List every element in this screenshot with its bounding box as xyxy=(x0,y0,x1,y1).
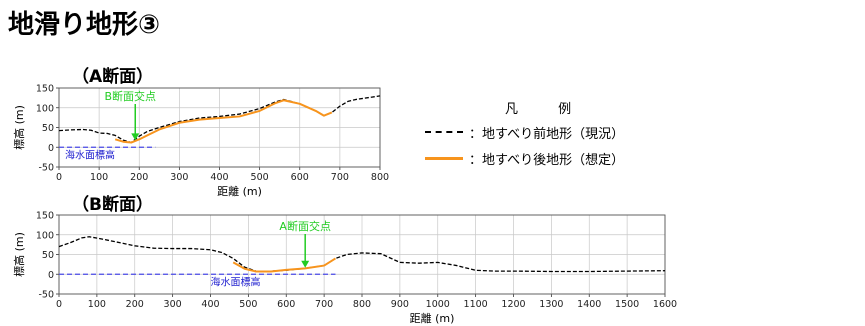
sea-level-label: 海水面標高 xyxy=(65,148,115,161)
x-tick-label: 700 xyxy=(331,172,349,183)
x-tick-label: 600 xyxy=(291,172,309,183)
x-tick-label: 1500 xyxy=(615,299,639,310)
x-tick-label: 1100 xyxy=(464,299,488,310)
x-tick-label: 500 xyxy=(239,299,257,310)
intersection-label: B断面交点 xyxy=(104,89,156,103)
x-tick-label: 800 xyxy=(371,172,389,183)
series-line-0 xyxy=(58,95,381,144)
x-tick-label: 100 xyxy=(88,299,106,310)
x-tick-label: 300 xyxy=(164,299,182,310)
x-tick-label: 1200 xyxy=(501,299,525,310)
page-title: 地滑り地形③ xyxy=(8,10,161,40)
x-axis-label: 距離 (m) xyxy=(410,311,455,325)
legend-swatch-after xyxy=(425,156,463,160)
x-tick-label: 400 xyxy=(201,299,219,310)
x-tick-label: 200 xyxy=(126,299,144,310)
sea-level-label: 海水面標高 xyxy=(211,275,261,288)
x-tick-label: 1600 xyxy=(653,299,677,310)
x-axis-label: 距離 (m) xyxy=(217,184,262,198)
y-tick-label: 50 xyxy=(42,123,54,134)
intersection-label: A断面交点 xyxy=(279,219,331,233)
y-tick-label: 0 xyxy=(48,143,54,154)
x-tick-label: 100 xyxy=(90,172,108,183)
x-tick-label: 1400 xyxy=(577,299,601,310)
y-tick-label: -50 xyxy=(38,163,54,174)
x-tick-label: 0 xyxy=(56,172,62,183)
y-tick-label: 150 xyxy=(36,84,54,95)
x-tick-label: 200 xyxy=(130,172,148,183)
y-tick-label: 100 xyxy=(36,103,54,114)
legend-label-after: ：地すべり後地形（想定） xyxy=(469,152,625,168)
x-tick-label: 800 xyxy=(353,299,371,310)
series-line-1 xyxy=(232,257,337,273)
x-tick-label: 700 xyxy=(315,299,333,310)
legend-item-before: ：地すべり前地形（現況） xyxy=(425,122,624,142)
y-tick-label: -50 xyxy=(38,290,54,301)
y-axis-label: 標高 (m) xyxy=(12,105,26,150)
y-tick-label: 50 xyxy=(42,250,54,261)
x-tick-label: 900 xyxy=(391,299,409,310)
x-tick-label: 300 xyxy=(170,172,188,183)
intersection-arrowhead xyxy=(301,260,310,268)
x-tick-label: 400 xyxy=(210,172,228,183)
legend-item-after: ：地すべり後地形（想定） xyxy=(425,148,624,168)
x-tick-label: 500 xyxy=(251,172,269,183)
y-tick-label: 100 xyxy=(36,230,54,241)
legend-swatch-before xyxy=(425,131,463,133)
y-tick-label: 0 xyxy=(48,270,54,281)
x-tick-label: 1000 xyxy=(426,299,450,310)
x-tick-label: 0 xyxy=(56,299,62,310)
intersection-arrowhead xyxy=(131,133,140,141)
legend-title: 凡 例 xyxy=(505,102,590,117)
section-heading-b: （B断面） xyxy=(72,195,153,215)
series-line-1 xyxy=(114,99,333,144)
plot-frame xyxy=(58,214,666,295)
section-heading-a: （A断面） xyxy=(72,67,154,87)
x-tick-label: 600 xyxy=(277,299,295,310)
plot-frame xyxy=(58,87,381,168)
x-tick-label: 1300 xyxy=(539,299,563,310)
y-axis-label: 標高 (m) xyxy=(12,232,26,277)
y-tick-label: 150 xyxy=(36,211,54,222)
legend-label-before: ：地すべり前地形（現況） xyxy=(469,126,625,142)
series-line-0 xyxy=(58,236,666,273)
